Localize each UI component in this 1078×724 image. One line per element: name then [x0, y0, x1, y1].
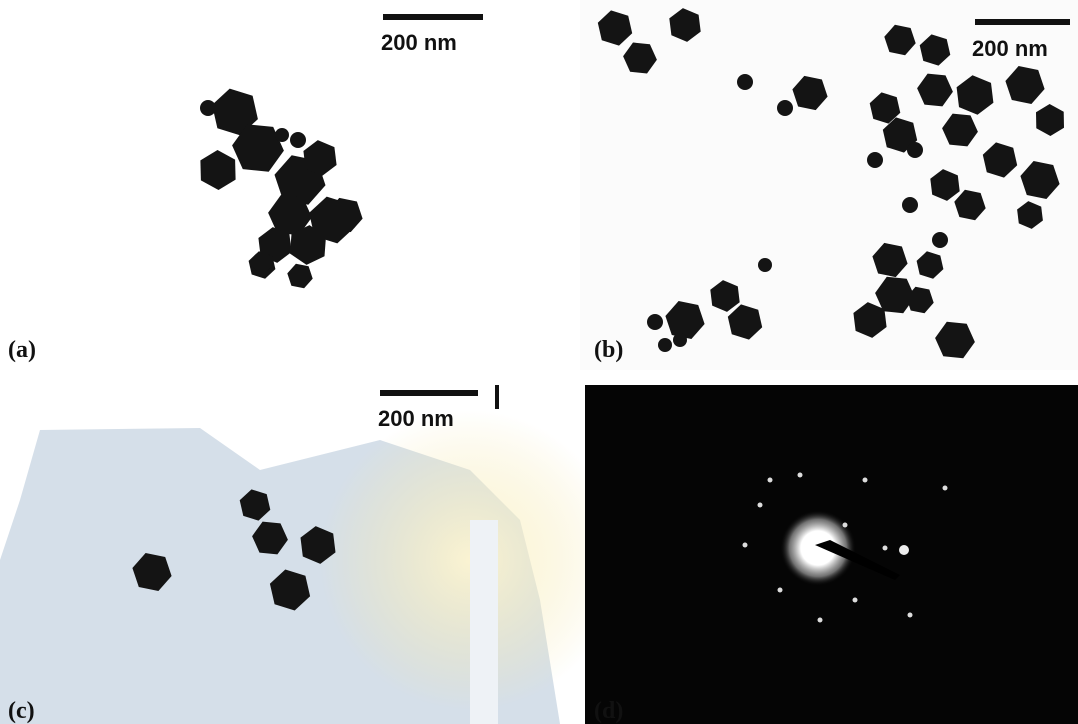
particle	[778, 588, 783, 593]
particle	[200, 100, 216, 116]
particle	[758, 503, 763, 508]
particle	[647, 314, 663, 330]
scale-bar	[383, 14, 483, 20]
scale-bar-label: 200 nm	[381, 30, 457, 55]
scale-bar-label: 200 nm	[378, 406, 454, 431]
particle	[867, 152, 883, 168]
panel-label: (a)	[8, 337, 36, 363]
particle	[907, 142, 923, 158]
particle	[798, 473, 803, 478]
particle	[943, 486, 948, 491]
panel-d	[585, 385, 1078, 724]
panel-label: (c)	[8, 698, 35, 724]
particle	[908, 613, 913, 618]
particle	[737, 74, 753, 90]
particle	[275, 128, 289, 142]
panel-label: (b)	[594, 337, 623, 363]
particle	[818, 618, 823, 623]
particle	[932, 232, 948, 248]
particle	[768, 478, 773, 483]
particle	[290, 132, 306, 148]
particle	[777, 100, 793, 116]
particle	[843, 523, 848, 528]
scale-bar	[975, 19, 1070, 25]
particle	[902, 197, 918, 213]
particle	[853, 598, 858, 603]
particle	[758, 258, 772, 272]
marker	[495, 385, 499, 409]
particle	[863, 478, 868, 483]
particle	[883, 546, 888, 551]
particle	[743, 543, 748, 548]
particle	[673, 333, 687, 347]
particle	[252, 252, 272, 272]
panel-c	[0, 410, 620, 724]
panel-label: (d)	[594, 698, 623, 724]
particle	[658, 338, 672, 352]
figure: 200 nm 200 nm 200 nm (a) (b) (c) (d)	[0, 0, 1078, 724]
scale-bar	[380, 390, 478, 396]
scale-bar-label: 200 nm	[972, 36, 1048, 61]
